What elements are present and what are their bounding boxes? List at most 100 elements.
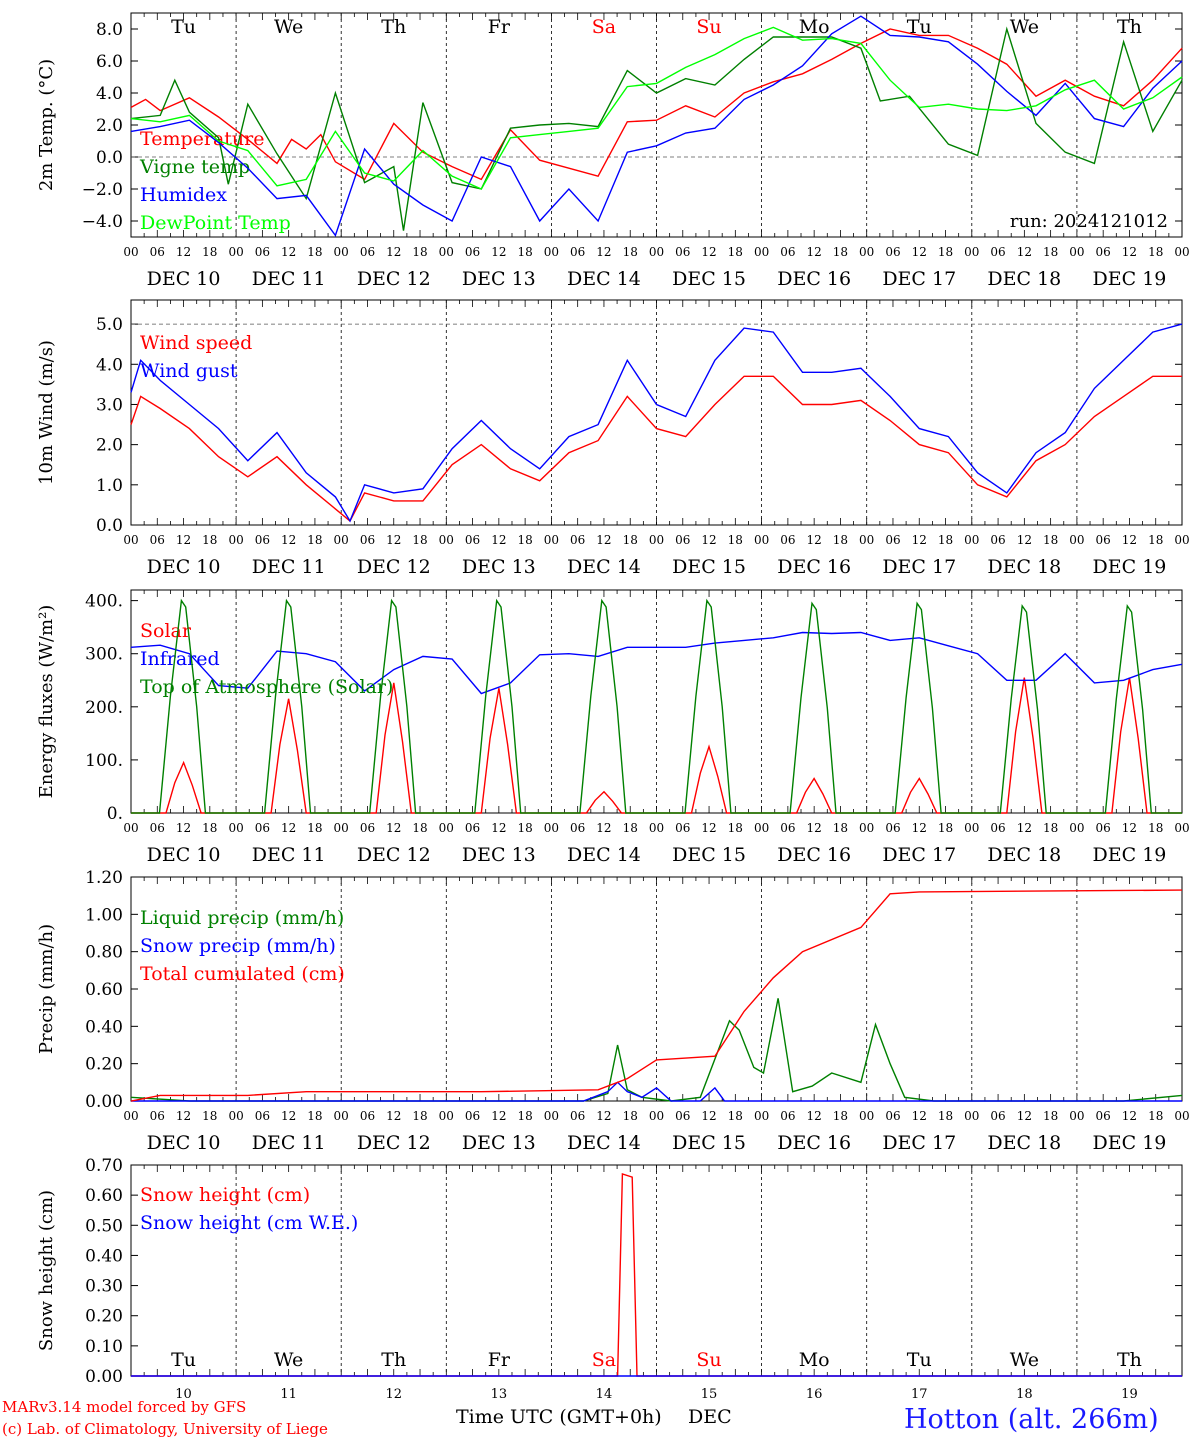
hour-tick-label: 18 — [623, 821, 638, 835]
model-credit: MARv3.14 model forced by GFS — [2, 1398, 246, 1416]
series-line-infrared — [130, 631, 1183, 695]
date-label: DEC 14 — [567, 1132, 641, 1154]
hour-tick-label: 00 — [964, 821, 979, 835]
y-tick-label: 0.60 — [85, 980, 123, 1000]
hour-tick-label: 06 — [1096, 1109, 1111, 1123]
weekday-label: Tu — [907, 16, 932, 38]
weekday-label: Tu — [907, 1349, 932, 1371]
hour-tick-label: 18 — [623, 245, 638, 259]
series-line-dewpoint-temp — [130, 26, 1183, 190]
hour-tick-label: 12 — [491, 245, 506, 259]
hour-tick-label: 06 — [1096, 245, 1111, 259]
hour-tick-label: 00 — [754, 1109, 769, 1123]
series-line-liquid-precip-mm-h- — [130, 998, 1183, 1102]
y-tick-label: 0.20 — [85, 1307, 123, 1327]
hour-tick-label: 18 — [1148, 245, 1163, 259]
hour-tick-label: 00 — [859, 245, 874, 259]
hour-tick-label: 18 — [517, 821, 532, 835]
hour-tick-label: 06 — [675, 821, 690, 835]
hour-tick-label: 06 — [465, 1109, 480, 1123]
hour-tick-label: 06 — [885, 1109, 900, 1123]
weekday-label: Fr — [488, 16, 511, 38]
hour-tick-label: 06 — [570, 245, 585, 259]
hour-tick-label: 00 — [964, 533, 979, 547]
day-number-label: 19 — [1121, 1387, 1138, 1402]
panel-1: −4.0 −2.0 0.0 2.0 4.0 6.0 8.0 2m Temp. (°C) Temp… — [36, 12, 1190, 290]
hour-tick-label: 12 — [912, 821, 927, 835]
hour-tick-label: 12 — [807, 1109, 822, 1123]
hour-tick-label: 12 — [1122, 533, 1137, 547]
date-label: DEC 16 — [777, 556, 851, 578]
y-tick-label: 400. — [85, 592, 123, 612]
weekday-label: Tu — [171, 1349, 196, 1371]
hour-tick-label: 18 — [728, 1109, 743, 1123]
date-label: DEC 13 — [462, 268, 536, 290]
hour-tick-label: 00 — [1174, 821, 1189, 835]
day-number-label: 16 — [806, 1387, 823, 1402]
y-tick-label: −4.0 — [82, 212, 123, 232]
date-label: DEC 13 — [462, 1132, 536, 1154]
date-label: DEC 19 — [1093, 1132, 1167, 1154]
day-number-label: 11 — [280, 1387, 297, 1402]
date-label: DEC 17 — [882, 1132, 956, 1154]
date-label: DEC 17 — [882, 556, 956, 578]
station-title: Hotton (alt. 266m) — [904, 1404, 1159, 1435]
y-tick-label: 0.0 — [96, 516, 123, 536]
hour-tick-label: 00 — [1174, 533, 1189, 547]
hour-tick-label: 06 — [150, 1109, 165, 1123]
date-label: DEC 15 — [672, 556, 746, 578]
hour-tick-label: 18 — [833, 245, 848, 259]
hour-tick-label: 06 — [1096, 821, 1111, 835]
y-tick-label: 2.0 — [96, 436, 123, 456]
hour-tick-label: 06 — [150, 821, 165, 835]
series-line-humidex — [130, 15, 1183, 237]
y-tick-label: 1.00 — [85, 905, 123, 925]
hour-tick-label: 06 — [675, 533, 690, 547]
hour-tick-label: 18 — [307, 1109, 322, 1123]
hour-tick-label: 06 — [465, 821, 480, 835]
series-line-wind-speed — [130, 375, 1182, 523]
date-label: DEC 17 — [882, 844, 956, 866]
hour-tick-label: 00 — [964, 1109, 979, 1123]
date-label: DEC 16 — [777, 268, 851, 290]
weekday-label: Th — [1117, 16, 1142, 38]
day-number-label: 14 — [596, 1387, 613, 1402]
hour-tick-label: 00 — [439, 245, 454, 259]
hour-tick-label: 12 — [281, 245, 296, 259]
hour-tick-label: 06 — [885, 821, 900, 835]
legend-entry: Solar — [140, 620, 192, 642]
y-tick-label: 200. — [85, 698, 123, 718]
hour-tick-label: 12 — [176, 245, 191, 259]
weekday-label: We — [274, 16, 303, 38]
hour-tick-label: 00 — [1174, 1109, 1189, 1123]
hour-tick-label: 06 — [780, 821, 795, 835]
hour-tick-label: 18 — [938, 533, 953, 547]
weekday-label: Fr — [488, 1349, 511, 1371]
hour-tick-label: 12 — [491, 1109, 506, 1123]
y-tick-label: 0.60 — [85, 1186, 123, 1206]
y-tick-label: 6.0 — [96, 52, 123, 72]
hour-tick-label: 18 — [728, 821, 743, 835]
y-tick-label: 0. — [107, 804, 123, 824]
date-label: DEC 16 — [777, 844, 851, 866]
hour-tick-label: 06 — [990, 821, 1005, 835]
hour-tick-label: 00 — [1069, 1109, 1084, 1123]
hour-tick-label: 06 — [150, 245, 165, 259]
hour-tick-label: 12 — [807, 821, 822, 835]
hour-tick-label: 06 — [780, 533, 795, 547]
hour-tick-label: 12 — [807, 533, 822, 547]
hour-tick-label: 00 — [964, 245, 979, 259]
legend-entry: Wind gust — [140, 360, 238, 382]
hour-tick-label: 12 — [701, 1109, 716, 1123]
hour-tick-label: 18 — [202, 1109, 217, 1123]
series-line-snow-precip-mm-h- — [131, 1081, 1182, 1102]
y-tick-label: 100. — [85, 751, 123, 771]
hour-tick-label: 18 — [1043, 245, 1058, 259]
series-line-wind-gust — [130, 323, 1183, 523]
hour-tick-label: 00 — [1174, 245, 1189, 259]
legend-entry: Snow height (cm) — [140, 1184, 310, 1206]
hour-tick-label: 18 — [412, 1109, 427, 1123]
date-label: DEC 14 — [567, 556, 641, 578]
hour-tick-label: 12 — [596, 1109, 611, 1123]
